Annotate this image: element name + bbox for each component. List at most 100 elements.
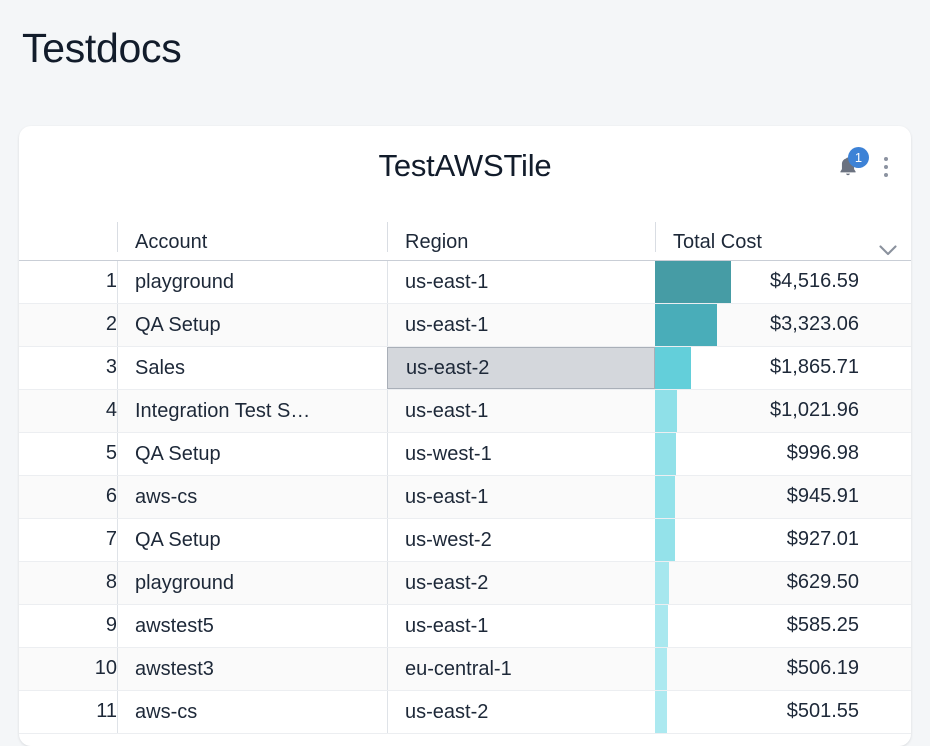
region-cell[interactable]: us-east-2 (387, 561, 655, 605)
table-body: 1 playground us-east-1 $4,516.59 2 QA Setup us… (19, 260, 911, 734)
total-cost-cell[interactable]: $4,516.59 (655, 260, 911, 304)
cost-bar (655, 561, 669, 604)
column-header-account[interactable]: Account (117, 212, 387, 261)
cost-value: $3,323.06 (770, 313, 859, 335)
cost-bar-wrap: $629.50 (655, 561, 911, 604)
row-number-cell: 5 (19, 432, 117, 476)
region-cell[interactable]: eu-central-1 (387, 647, 655, 691)
account-cell[interactable]: playground (117, 260, 387, 304)
account-value: awstest5 (135, 614, 214, 637)
total-cost-cell[interactable]: $585.25 (655, 604, 911, 648)
cost-bar-wrap: $945.91 (655, 475, 911, 518)
account-cell[interactable]: playground (117, 561, 387, 605)
total-cost-cell[interactable]: $996.98 (655, 432, 911, 476)
row-number-cell: 9 (19, 604, 117, 648)
cost-bar-wrap: $501.55 (655, 690, 911, 733)
table-row[interactable]: 6 aws-cs us-east-1 $945.91 (19, 475, 911, 519)
table-row[interactable]: 9 awstest5 us-east-1 $585.25 (19, 604, 911, 648)
account-value: QA Setup (135, 528, 221, 551)
cost-value: $996.98 (786, 442, 859, 464)
account-cell[interactable]: aws-cs (117, 690, 387, 734)
column-header-total-cost[interactable]: Total Cost (655, 212, 911, 261)
region-cell[interactable]: us-east-1 (387, 389, 655, 433)
region-cell-selected[interactable]: us-east-2 (387, 346, 655, 390)
region-value: us-west-1 (405, 442, 492, 465)
total-cost-cell[interactable]: $1,865.71 (655, 346, 911, 390)
cost-value: $927.01 (786, 528, 859, 550)
region-value: us-east-2 (405, 700, 489, 723)
account-cell[interactable]: Integration Test S… (117, 389, 387, 433)
cost-bar (655, 303, 717, 346)
cost-value: $4,516.59 (770, 270, 859, 292)
table-row[interactable]: 2 QA Setup us-east-1 $3,323.06 (19, 303, 911, 347)
cost-bar-wrap: $1,021.96 (655, 389, 911, 432)
cost-bar (655, 604, 668, 647)
region-value: us-east-1 (405, 270, 489, 293)
region-cell[interactable]: us-east-1 (387, 260, 655, 304)
table-row[interactable]: 3 Sales us-east-2 $1,865.71 (19, 346, 911, 390)
row-number-cell: 11 (19, 690, 117, 734)
cost-bar-wrap: $927.01 (655, 518, 911, 561)
row-number-cell: 4 (19, 389, 117, 433)
cost-bar (655, 690, 667, 733)
account-cell[interactable]: awstest3 (117, 647, 387, 691)
region-cell[interactable]: us-east-1 (387, 604, 655, 648)
row-number-cell: 1 (19, 260, 117, 304)
region-cell[interactable]: us-east-2 (387, 690, 655, 734)
tile-title: TestAWSTile (378, 148, 552, 183)
chevron-down-icon[interactable] (879, 239, 897, 255)
cost-table: Account Region Total Cost 1 playground us-… (19, 212, 911, 734)
table-row[interactable]: 7 QA Setup us-west-2 $927.01 (19, 518, 911, 562)
page-title: Testdocs (22, 25, 182, 71)
cost-value: $506.19 (786, 657, 859, 679)
column-header-rownum (19, 212, 117, 261)
total-cost-cell[interactable]: $3,323.06 (655, 303, 911, 347)
cost-bar-wrap: $4,516.59 (655, 260, 911, 303)
column-header-total-cost-label: Total Cost (673, 230, 762, 253)
table-row[interactable]: 4 Integration Test S… us-east-1 $1,021.96 (19, 389, 911, 433)
cost-bar (655, 475, 675, 518)
total-cost-cell[interactable]: $945.91 (655, 475, 911, 519)
region-cell[interactable]: us-west-1 (387, 432, 655, 476)
cost-bar-wrap: $1,865.71 (655, 346, 911, 389)
total-cost-cell[interactable]: $1,021.96 (655, 389, 911, 433)
table-row[interactable]: 10 awstest3 eu-central-1 $506.19 (19, 647, 911, 691)
table-row[interactable]: 1 playground us-east-1 $4,516.59 (19, 260, 911, 304)
account-cell[interactable]: QA Setup (117, 303, 387, 347)
account-value: Integration Test S… (135, 399, 311, 422)
region-cell[interactable]: us-east-1 (387, 475, 655, 519)
account-cell[interactable]: awstest5 (117, 604, 387, 648)
account-cell[interactable]: QA Setup (117, 432, 387, 476)
add-alert-bell-icon[interactable]: 1 (833, 147, 869, 182)
cost-bar-wrap: $585.25 (655, 604, 911, 647)
table-row[interactable]: 5 QA Setup us-west-1 $996.98 (19, 432, 911, 476)
cost-value: $945.91 (786, 485, 859, 507)
region-value: us-east-1 (405, 399, 489, 422)
cost-value: $1,865.71 (770, 356, 859, 378)
cost-bar-wrap: $506.19 (655, 647, 911, 690)
total-cost-cell[interactable]: $506.19 (655, 647, 911, 691)
account-cell[interactable]: Sales (117, 346, 387, 390)
account-value: aws-cs (135, 700, 198, 723)
total-cost-cell[interactable]: $927.01 (655, 518, 911, 562)
account-cell[interactable]: aws-cs (117, 475, 387, 519)
account-cell[interactable]: QA Setup (117, 518, 387, 562)
total-cost-cell[interactable]: $629.50 (655, 561, 911, 605)
cost-bar (655, 389, 677, 432)
column-header-account-label: Account (135, 230, 208, 253)
total-cost-cell[interactable]: $501.55 (655, 690, 911, 734)
cost-value: $1,021.96 (770, 399, 859, 421)
kebab-dot (884, 157, 888, 161)
cost-value: $585.25 (786, 614, 859, 636)
region-cell[interactable]: us-east-1 (387, 303, 655, 347)
column-header-region[interactable]: Region (387, 212, 655, 261)
kebab-menu-icon[interactable] (877, 154, 895, 180)
cost-bar-wrap: $3,323.06 (655, 303, 911, 346)
cost-value: $501.55 (786, 700, 859, 722)
region-value: us-west-2 (405, 528, 492, 551)
region-cell[interactable]: us-west-2 (387, 518, 655, 562)
table-row[interactable]: 8 playground us-east-2 $629.50 (19, 561, 911, 605)
tile-header-actions: 1 (833, 147, 895, 182)
column-header-region-label: Region (405, 230, 469, 253)
table-row[interactable]: 11 aws-cs us-east-2 $501.55 (19, 690, 911, 734)
